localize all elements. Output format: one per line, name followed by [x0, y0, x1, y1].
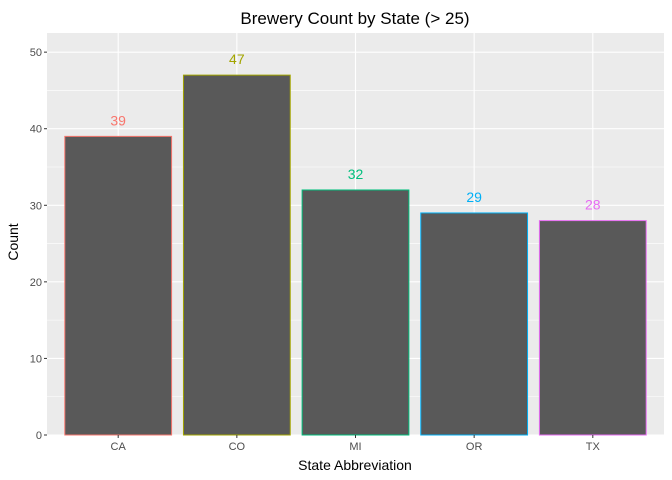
data-label-mi: 32: [348, 166, 364, 182]
y-tick-labels: 0 10 20 30 40 50: [30, 47, 42, 442]
data-label-tx: 28: [585, 197, 601, 213]
bar-or: [420, 212, 529, 436]
x-tick-labels: CA CO MI OR TX: [111, 441, 601, 453]
bar-mi: [301, 189, 410, 436]
y-tick-label: 50: [30, 47, 42, 59]
axis-ticks: [44, 51, 594, 438]
x-tick-label-co: CO: [229, 441, 246, 453]
bar-co: [182, 74, 291, 436]
y-tick-label: 40: [30, 124, 42, 136]
y-tick-label: 20: [30, 277, 42, 289]
x-tick-label-or: OR: [466, 441, 483, 453]
data-labels: 39 47 32 29 28: [110, 51, 600, 212]
y-tick-label: 10: [30, 353, 42, 365]
data-label-co: 47: [229, 51, 245, 67]
bars: [64, 74, 647, 436]
y-tick-label: 30: [30, 200, 42, 212]
data-label-ca: 39: [110, 112, 126, 128]
x-tick-label-ca: CA: [111, 441, 127, 453]
data-label-or: 29: [466, 189, 482, 205]
chart-title: Brewery Count by State (> 25): [240, 9, 469, 28]
x-tick-label-tx: TX: [586, 441, 601, 453]
y-tick-label: 0: [36, 430, 42, 442]
y-axis-title: Count: [5, 223, 21, 260]
bar-tx: [538, 220, 647, 436]
x-axis-title: State Abbreviation: [298, 457, 412, 473]
bar-ca: [64, 135, 173, 436]
x-tick-label-mi: MI: [349, 441, 361, 453]
